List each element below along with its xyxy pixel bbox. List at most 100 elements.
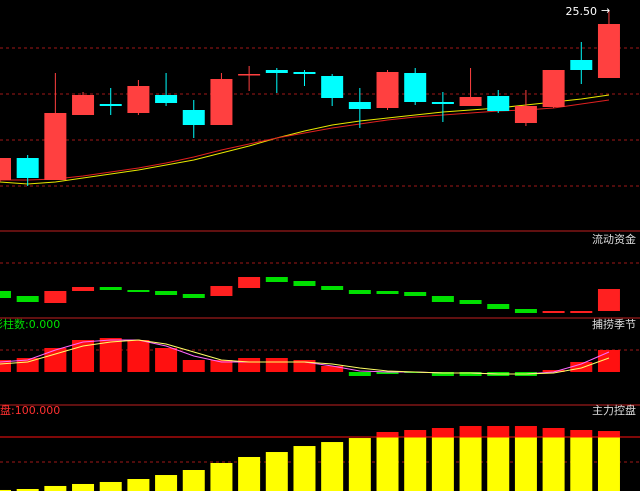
flow-bar [210, 286, 233, 296]
bar [265, 452, 288, 491]
flow-bar [431, 296, 454, 302]
bar-cap [514, 426, 537, 438]
bar [404, 437, 427, 491]
bar [376, 372, 399, 374]
candle-body [155, 95, 178, 103]
flow-bar [321, 286, 344, 290]
bar [16, 489, 39, 491]
flow-bar [487, 304, 510, 309]
flow-bar [542, 311, 565, 313]
bar [570, 362, 593, 372]
bar [182, 360, 205, 372]
bar [99, 338, 122, 372]
bar [182, 470, 205, 491]
flow-bar [238, 277, 261, 288]
bar [542, 370, 565, 372]
flow-bar [348, 290, 371, 294]
bar [459, 372, 482, 376]
bar [597, 437, 620, 491]
bar-cap [404, 429, 427, 438]
candle-body [127, 86, 150, 113]
bar [348, 438, 371, 491]
bar [16, 358, 39, 372]
bar [514, 437, 537, 491]
indicator-label: 控盘:100.000 [0, 403, 60, 417]
flow-bar [265, 277, 288, 282]
price-annotation: 25.50 [565, 5, 597, 18]
candle-body [293, 72, 316, 74]
bar [0, 360, 11, 372]
panel-title: 捕捞季节 [592, 317, 636, 331]
flow-bar [44, 291, 67, 303]
flow-bar [293, 281, 316, 286]
flow-bar [459, 300, 482, 304]
candle-body [459, 97, 482, 106]
candle-body [487, 96, 510, 111]
candle-body [265, 70, 288, 73]
candle-body [348, 102, 371, 109]
panel-title: 流动资金 [592, 232, 636, 246]
bar-cap [487, 426, 510, 438]
flow-bar [127, 290, 150, 292]
indicator-line [0, 339, 610, 375]
bar-cap [542, 428, 565, 438]
bar-cap [431, 428, 454, 438]
bar [44, 485, 67, 491]
arrow-icon: → [601, 4, 610, 17]
flow-bar [155, 291, 178, 295]
bar [376, 437, 399, 491]
bar [570, 437, 593, 491]
bar-cap [459, 426, 482, 438]
candle-body [376, 72, 399, 108]
bar [127, 479, 150, 491]
candle-body [210, 79, 233, 125]
candle-body [570, 60, 593, 70]
bar [321, 442, 344, 491]
candle-body [0, 158, 11, 180]
bar-cap [570, 429, 593, 438]
bar [431, 372, 454, 376]
bar [155, 348, 178, 372]
candle-body [182, 110, 205, 125]
flow-bar [16, 296, 39, 302]
bar [155, 475, 178, 491]
bar-cap [597, 431, 620, 438]
candle-body [542, 70, 565, 107]
bar [210, 360, 233, 372]
flow-bar [0, 291, 11, 298]
bar [238, 358, 261, 372]
layout-lines [0, 47, 640, 463]
bar [487, 437, 510, 491]
flow-bar [597, 289, 620, 311]
bar [597, 350, 620, 372]
bar [127, 340, 150, 372]
flow-bar [182, 294, 205, 298]
candle-body [404, 73, 427, 102]
flow-bar [99, 287, 122, 290]
flow-bar [404, 292, 427, 296]
bar [210, 462, 233, 491]
bar-cap [376, 431, 399, 438]
bar [0, 489, 11, 491]
panel-title: 主力控盘 [592, 403, 636, 417]
bar [293, 446, 316, 491]
candle-body [431, 102, 454, 104]
candle-body [16, 158, 39, 178]
indicator-label: 彩柱数:0.000 [0, 317, 60, 331]
bar [348, 372, 371, 376]
bar [321, 366, 344, 372]
candle-body [99, 104, 122, 106]
bar [431, 437, 454, 491]
candle-body [238, 74, 261, 76]
bar [72, 483, 95, 491]
flow-bar [376, 291, 399, 294]
bar [99, 481, 122, 491]
candle-body [44, 113, 67, 180]
candle-body [72, 95, 95, 115]
candle-body [321, 76, 344, 98]
flow-bar [570, 311, 593, 313]
bar [265, 358, 288, 372]
bar [542, 437, 565, 491]
